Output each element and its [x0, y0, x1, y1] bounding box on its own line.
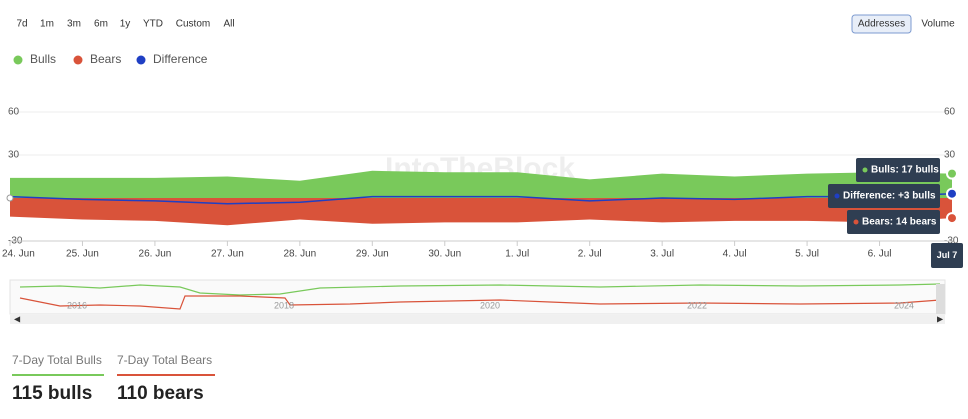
- tooltip-dot: [862, 167, 868, 173]
- legend-marker[interactable]: [13, 55, 23, 65]
- zero-marker: [6, 194, 14, 202]
- y2-tick-label: 60: [944, 107, 956, 118]
- tooltip-dot: [853, 219, 859, 225]
- x-tick-label: 28. Jun: [283, 249, 316, 260]
- x-tick-label: 26. Jun: [139, 249, 172, 260]
- x-hover-label: Jul 7: [937, 250, 958, 260]
- x-tick-label: 3. Jul: [650, 249, 674, 260]
- navigator-label: 2018: [274, 300, 294, 310]
- stat-value: 115 bulls: [12, 383, 92, 404]
- toggle-active-bg[interactable]: [851, 14, 912, 34]
- range-button[interactable]: All: [223, 19, 234, 30]
- navigator-label: 2020: [480, 300, 500, 310]
- tooltip-dot: [834, 193, 840, 199]
- hover-marker: [946, 212, 958, 225]
- legend-label[interactable]: Difference: [153, 52, 208, 66]
- y-tick-label: 60: [8, 107, 20, 118]
- legend-label[interactable]: Bulls: [30, 52, 56, 66]
- range-button[interactable]: 3m: [67, 19, 81, 30]
- scrollbar[interactable]: [10, 315, 945, 324]
- x-tick-label: 2. Jul: [578, 249, 602, 260]
- tooltip-box: [828, 184, 940, 208]
- navigator-label: 2024: [894, 300, 914, 310]
- legend-marker[interactable]: [73, 55, 83, 65]
- x-tick-label: 6. Jul: [868, 249, 892, 260]
- y-tick-label: 30: [8, 150, 20, 161]
- navigator-label: 2022: [687, 300, 707, 310]
- stat-underline: [117, 374, 215, 376]
- x-tick-label: 27. Jun: [211, 249, 244, 260]
- range-button[interactable]: 1m: [40, 19, 54, 30]
- area: [10, 198, 952, 226]
- navigator-handle[interactable]: [936, 284, 945, 314]
- tooltip-box: [856, 158, 940, 182]
- x-tick-label: 5. Jul: [795, 249, 819, 260]
- hover-marker: [946, 187, 958, 200]
- stat-label: 7-Day Total Bulls: [12, 353, 102, 367]
- y2-tick-label: 30: [944, 150, 956, 161]
- stat-label: 7-Day Total Bears: [117, 353, 212, 367]
- scroll-right[interactable]: ▶: [937, 315, 944, 324]
- x-tick-label: 29. Jun: [356, 249, 389, 260]
- x-tick-label: 24. Jun: [2, 249, 35, 260]
- tooltip-text: Bulls: 17 bulls: [871, 165, 939, 176]
- legend-marker[interactable]: [136, 55, 146, 65]
- toggle[interactable]: Addresses: [858, 19, 905, 30]
- legend-label[interactable]: Bears: [90, 52, 121, 66]
- range-button[interactable]: YTD: [143, 19, 163, 30]
- toggle[interactable]: Volume: [921, 19, 955, 30]
- x-tick-label: 1. Jul: [505, 249, 529, 260]
- navigator-bulls-line: [19, 283, 941, 296]
- tooltip-box: [847, 210, 940, 234]
- navigator-bears-line: [19, 295, 941, 310]
- x-tick-label: 4. Jul: [723, 249, 747, 260]
- x-tick-label: 25. Jun: [66, 249, 99, 260]
- x-tick-label: 30. Jun: [428, 249, 461, 260]
- tooltip-text: Difference: +3 bulls: [843, 191, 936, 202]
- range-button[interactable]: 6m: [94, 19, 108, 30]
- stat-value: 110 bears: [117, 383, 204, 404]
- hover-marker: [946, 167, 958, 180]
- range-button[interactable]: 1y: [120, 19, 131, 30]
- area: [10, 170, 952, 198]
- range-button[interactable]: 7d: [16, 19, 27, 30]
- stat-underline: [12, 374, 104, 376]
- range-button[interactable]: Custom: [176, 19, 210, 30]
- tooltip-text: Bears: 14 bears: [862, 217, 937, 228]
- line: [9, 192, 953, 205]
- navigator-label: 2016: [67, 300, 87, 310]
- x-hover-box: [931, 243, 963, 268]
- scroll-left[interactable]: ◀: [14, 315, 21, 324]
